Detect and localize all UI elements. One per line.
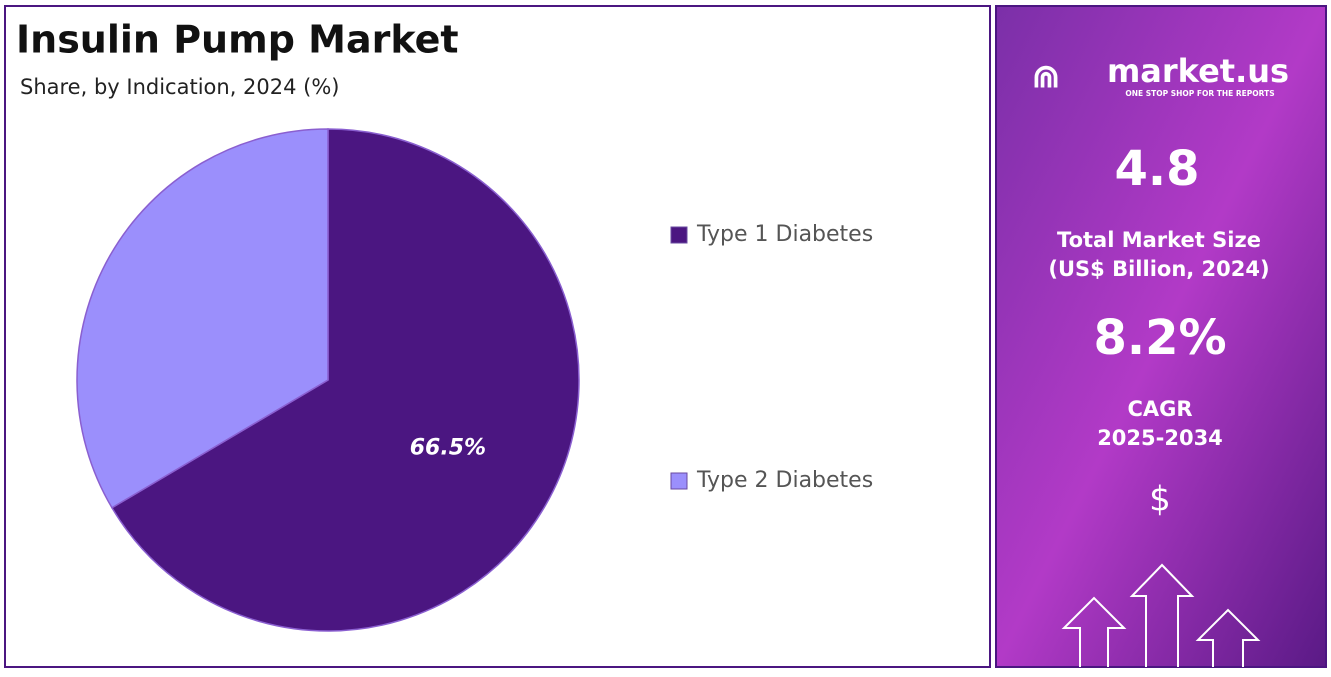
value-label: 66.5%	[410, 435, 486, 460]
cagr: 8.2%	[1093, 310, 1226, 366]
legend-label: Type 1 Diabetes	[696, 222, 873, 247]
legend-swatch	[670, 226, 688, 244]
arrows	[1061, 563, 1261, 667]
chart-subtitle: Share, by Indication, 2024 (%)	[20, 75, 340, 99]
tagline: ONE STOP SHOP FOR THE REPORTS	[1125, 89, 1274, 98]
cagr-label: CAGR	[1127, 397, 1192, 421]
currency-symbol: $	[1149, 480, 1171, 520]
panel-text: ⋒ market.us ONE STOP SHOP FOR THE REPORT…	[1032, 52, 1289, 520]
chart-title: Insulin Pump Market	[16, 18, 459, 62]
side-panel	[995, 5, 1327, 668]
cagr-period: 2025-2034	[1097, 426, 1223, 450]
legend: Type 1 Diabetes Type 2 Diabetes	[670, 222, 873, 493]
pie: 66.5%	[76, 128, 580, 632]
brand: market.us	[1107, 52, 1289, 90]
pie-slice	[76, 128, 329, 509]
market-size-unit: (US$ Billion, 2024)	[1048, 257, 1269, 281]
pie-slice	[110, 128, 580, 632]
market-size-label: Total Market Size	[1057, 228, 1261, 252]
logo-mark: ⋒	[1032, 57, 1061, 97]
legend-label: Type 2 Diabetes	[696, 468, 873, 493]
market-size: 4.8	[1114, 141, 1199, 197]
legend-swatch	[670, 472, 688, 490]
